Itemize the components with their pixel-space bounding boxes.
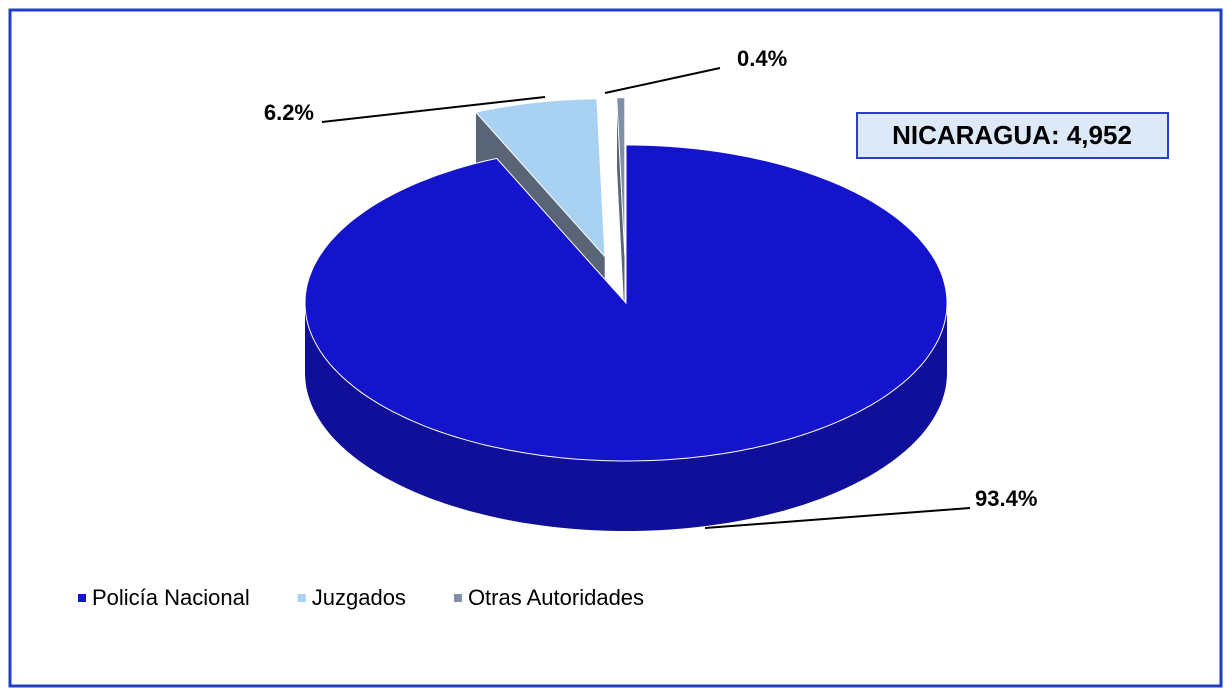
slice bbox=[304, 144, 948, 462]
leader-line bbox=[604, 67, 721, 94]
slice-side bbox=[305, 303, 947, 531]
legend-marker bbox=[78, 594, 86, 602]
data-label: 6.2% bbox=[264, 100, 314, 125]
legend-label: Otras Autoridades bbox=[468, 585, 644, 610]
annotation: NICARAGUA: 4,952 bbox=[892, 120, 1132, 150]
legend-marker bbox=[453, 594, 462, 602]
annotation-box bbox=[856, 112, 1169, 159]
legend-label: Juzgados bbox=[312, 585, 406, 610]
legend-marker bbox=[297, 594, 306, 602]
slice bbox=[474, 98, 606, 259]
leader-line bbox=[321, 96, 546, 123]
data-label: 0.4% bbox=[737, 46, 787, 71]
legend-label: Policía Nacional bbox=[92, 585, 250, 610]
slice bbox=[616, 97, 626, 256]
data-label: 93.4% bbox=[975, 486, 1037, 511]
leader-line bbox=[704, 507, 971, 529]
